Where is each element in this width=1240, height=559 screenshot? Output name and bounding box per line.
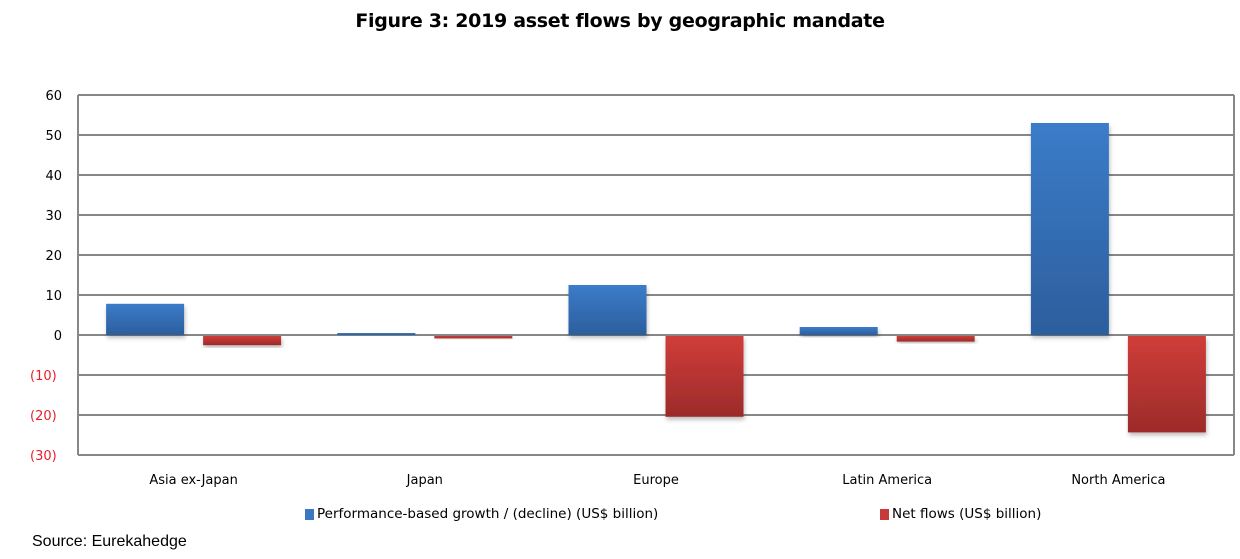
- y-tick-label: 30: [45, 209, 62, 224]
- y-tick-label: 20: [45, 249, 62, 264]
- y-tick-label: 50: [45, 129, 62, 144]
- bar-performance: [337, 333, 416, 335]
- x-category-label: Europe: [633, 473, 679, 488]
- legend-item-net-flows: Net flows (US$ billion): [880, 506, 1041, 522]
- y-tick-label: 0: [54, 329, 62, 344]
- legend-swatch-net-flows: [880, 508, 889, 520]
- bar-performance: [799, 327, 878, 335]
- legend-label-net-flows: Net flows (US$ billion): [892, 506, 1042, 522]
- x-category-label: North America: [1071, 473, 1165, 488]
- bar-performance: [106, 303, 185, 335]
- bar-net-flows: [203, 336, 282, 346]
- bar-net-flows: [665, 336, 744, 417]
- x-category-label: Asia ex-Japan: [149, 473, 238, 488]
- bar-net-flows: [434, 336, 513, 339]
- x-category-label: Japan: [406, 473, 443, 488]
- bar-performance: [568, 285, 647, 335]
- bar-performance: [1030, 123, 1109, 335]
- source-note: Source: Eurekahedge: [32, 533, 187, 550]
- y-tick-label: (30): [30, 449, 57, 464]
- legend-swatch-performance: [305, 508, 314, 520]
- y-tick-label: (20): [30, 409, 57, 424]
- y-tick-label: 10: [45, 289, 62, 304]
- legend-item-performance: Performance-based growth / (decline) (US…: [305, 506, 658, 522]
- bar-net-flows: [896, 336, 975, 342]
- y-tick-label: 60: [45, 89, 62, 104]
- bar-net-flows: [1127, 336, 1206, 433]
- legend-label-performance: Performance-based growth / (decline) (US…: [317, 506, 659, 522]
- y-tick-label: (10): [30, 369, 57, 384]
- x-category-label: Latin America: [842, 473, 932, 488]
- chart-title: Figure 3: 2019 asset flows by geographic…: [355, 10, 885, 32]
- y-tick-label: 40: [45, 169, 62, 184]
